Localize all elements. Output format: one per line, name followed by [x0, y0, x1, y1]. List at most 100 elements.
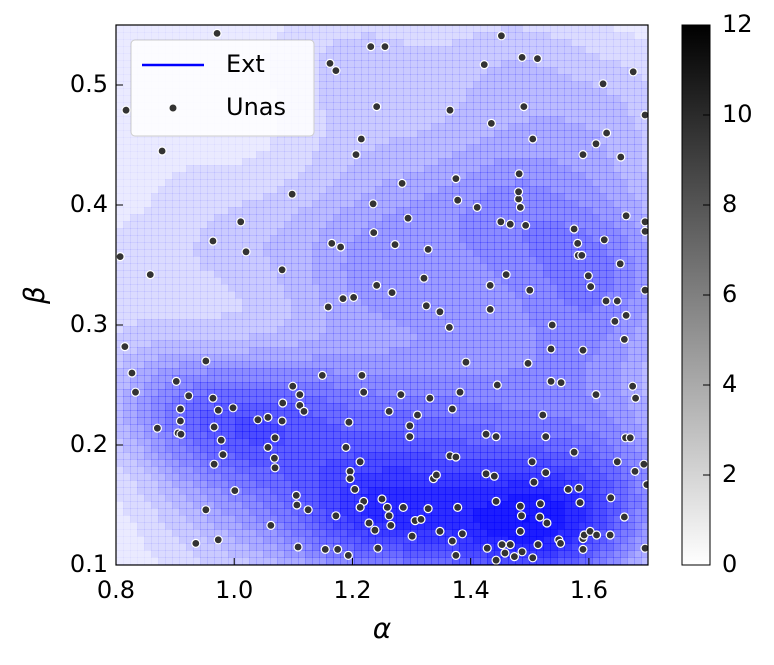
- density-cell: [179, 228, 187, 236]
- density-cell: [578, 144, 586, 152]
- density-cell: [494, 459, 502, 467]
- density-cell: [137, 340, 145, 348]
- density-cell: [522, 424, 530, 432]
- density-cell: [620, 298, 628, 306]
- density-cell: [543, 312, 551, 320]
- density-cell: [361, 445, 369, 453]
- density-cell: [487, 403, 495, 411]
- density-cell: [424, 389, 432, 397]
- density-cell: [249, 305, 257, 313]
- density-cell: [200, 452, 208, 460]
- density-cell: [459, 319, 467, 327]
- density-cell: [284, 137, 292, 145]
- density-cell: [340, 305, 348, 313]
- density-cell: [312, 396, 320, 404]
- density-cell: [396, 95, 404, 103]
- density-cell: [473, 151, 481, 159]
- density-cell: [466, 298, 474, 306]
- density-cell: [424, 480, 432, 488]
- density-cell: [606, 340, 614, 348]
- density-cell: [368, 123, 376, 131]
- density-cell: [641, 46, 648, 54]
- density-cell: [627, 25, 635, 33]
- density-cell: [179, 277, 187, 285]
- density-cell: [144, 298, 152, 306]
- density-cell: [466, 249, 474, 257]
- density-cell: [263, 25, 271, 33]
- density-cell: [179, 389, 187, 397]
- density-cell: [270, 417, 278, 425]
- density-cell: [361, 102, 369, 110]
- density-cell: [515, 214, 523, 222]
- density-cell: [592, 319, 600, 327]
- density-cell: [452, 340, 460, 348]
- density-cell: [116, 67, 124, 75]
- density-cell: [417, 382, 425, 390]
- density-cell: [445, 424, 453, 432]
- density-cell: [592, 81, 600, 89]
- density-cell: [368, 172, 376, 180]
- density-cell: [158, 417, 166, 425]
- density-cell: [123, 53, 131, 61]
- density-cell: [466, 137, 474, 145]
- density-cell: [312, 32, 320, 40]
- density-cell: [235, 312, 243, 320]
- density-cell: [137, 403, 145, 411]
- density-cell: [641, 95, 648, 103]
- density-cell: [529, 389, 537, 397]
- density-cell: [263, 256, 271, 264]
- density-cell: [536, 214, 544, 222]
- density-cell: [221, 340, 229, 348]
- density-cell: [585, 179, 593, 187]
- density-cell: [620, 193, 628, 201]
- density-cell: [522, 165, 530, 173]
- density-cell: [403, 88, 411, 96]
- density-cell: [564, 46, 572, 54]
- density-cell: [557, 137, 565, 145]
- density-cell: [389, 193, 397, 201]
- density-cell: [501, 396, 509, 404]
- density-cell: [515, 263, 523, 271]
- density-cell: [494, 249, 502, 257]
- density-cell: [368, 32, 376, 40]
- density-cell: [221, 249, 229, 257]
- density-cell: [214, 158, 222, 166]
- density-cell: [235, 165, 243, 173]
- density-cell: [578, 340, 586, 348]
- density-cell: [536, 235, 544, 243]
- density-cell: [123, 46, 131, 54]
- density-cell: [536, 424, 544, 432]
- density-cell: [144, 291, 152, 299]
- density-cell: [242, 200, 250, 208]
- density-cell: [550, 305, 558, 313]
- density-cell: [130, 151, 138, 159]
- density-cell: [536, 109, 544, 117]
- density-cell: [249, 389, 257, 397]
- density-cell: [263, 137, 271, 145]
- density-cell: [256, 25, 264, 33]
- density-cell: [298, 214, 306, 222]
- density-cell: [396, 319, 404, 327]
- density-cell: [543, 116, 551, 124]
- density-cell: [613, 270, 621, 278]
- density-cell: [578, 410, 586, 418]
- density-cell: [333, 312, 341, 320]
- density-cell: [130, 158, 138, 166]
- density-cell: [438, 417, 446, 425]
- density-cell: [599, 165, 607, 173]
- density-cell: [536, 193, 544, 201]
- density-cell: [333, 144, 341, 152]
- density-cell: [522, 235, 530, 243]
- density-cell: [137, 151, 145, 159]
- density-cell: [130, 298, 138, 306]
- density-cell: [291, 186, 299, 194]
- density-cell: [431, 361, 439, 369]
- density-cell: [277, 179, 285, 187]
- density-cell: [515, 473, 523, 481]
- density-cell: [564, 228, 572, 236]
- density-cell: [592, 305, 600, 313]
- density-cell: [501, 480, 509, 488]
- density-cell: [312, 25, 320, 33]
- density-cell: [221, 403, 229, 411]
- density-cell: [445, 123, 453, 131]
